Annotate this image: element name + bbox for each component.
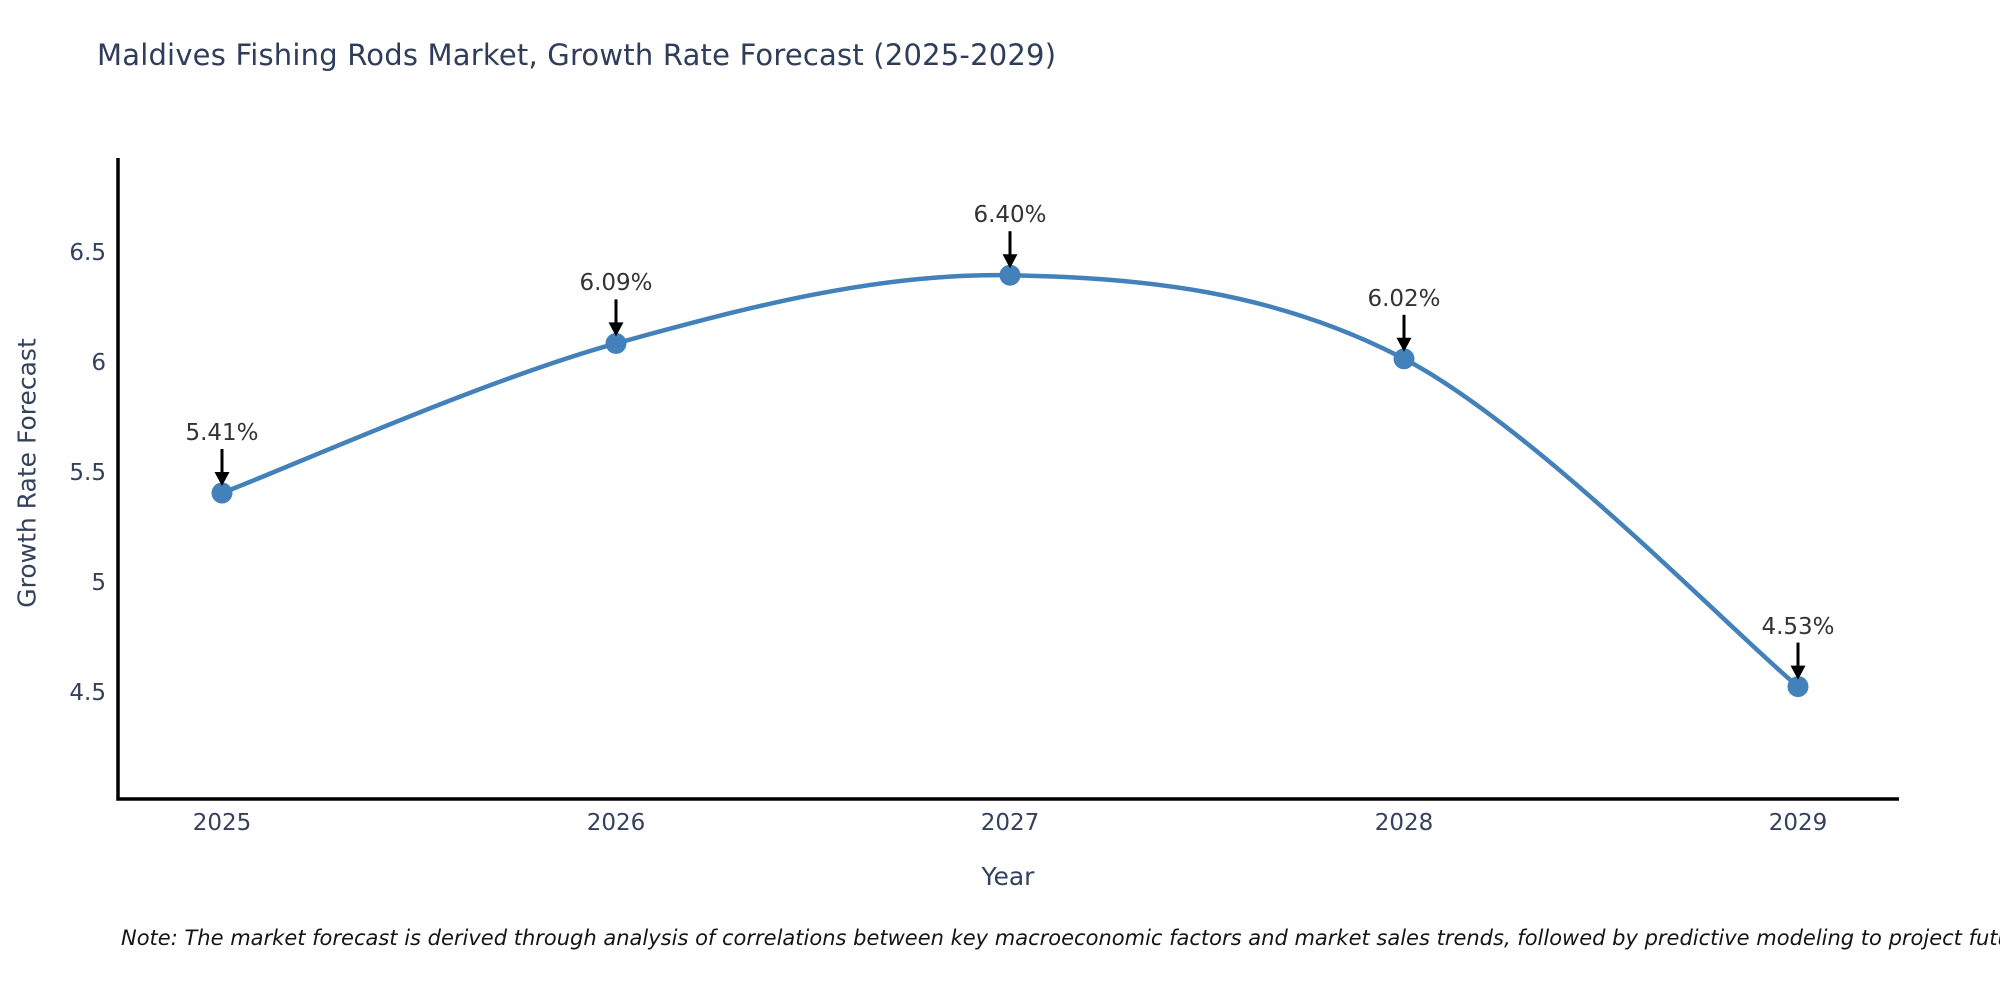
point-value-label: 6.02%: [1367, 285, 1441, 312]
trend-line: [219, 272, 1801, 689]
data-point-marker: [1393, 348, 1415, 370]
y-tick-label: 6: [91, 350, 106, 377]
x-axis-title: Year: [981, 862, 1035, 891]
annotation-arrowhead: [214, 472, 230, 486]
point-value-label: 6.09%: [579, 270, 653, 297]
annotation-arrowhead: [1790, 665, 1806, 680]
chart-title: Maldives Fishing Rods Market, Growth Rat…: [97, 38, 1057, 72]
point-value-label: 6.40%: [973, 202, 1047, 229]
point-value-label: 4.53%: [1761, 613, 1835, 640]
data-point-marker: [605, 332, 627, 354]
axis-spines: [116, 158, 1899, 801]
x-tick-label: 2029: [1768, 810, 1828, 836]
y-tick-label: 5.5: [69, 460, 106, 487]
annotation-arrowhead: [608, 322, 624, 337]
annotation-arrowhead: [1002, 254, 1018, 269]
y-tick-label: 6.5: [69, 240, 106, 267]
x-tick-label: 2027: [980, 810, 1040, 836]
y-tick-label: 5: [91, 570, 106, 597]
data-point-marker: [999, 264, 1021, 286]
x-tick-label: 2025: [192, 810, 252, 836]
data-point-marker: [1787, 676, 1809, 698]
point-value-label: 5.41%: [185, 420, 259, 446]
y-tick-label: 4.5: [69, 680, 106, 707]
x-tick-label: 2026: [586, 810, 646, 836]
footnote: Note: The market forecast is derived thr…: [121, 926, 2000, 950]
x-tick-label: 2028: [1374, 810, 1434, 836]
data-point-marker: [211, 482, 233, 504]
annotation-arrowhead: [1396, 337, 1412, 352]
